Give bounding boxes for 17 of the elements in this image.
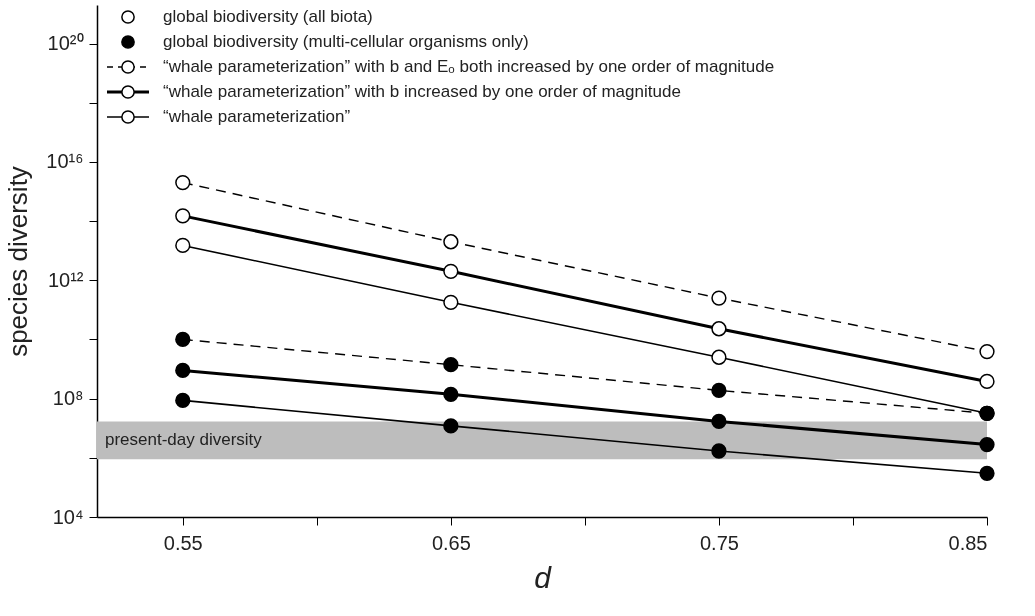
legend-label: “whale parameterization” (163, 107, 351, 126)
annotation: global biodiversity (multi-cellular organisms only) (163, 32, 529, 51)
x-tick-label: 0.85 (948, 531, 988, 554)
y-tick-label: 10²⁰ (47, 32, 84, 54)
x-tick-label: 0.55 (163, 531, 203, 554)
annotation: global biodiversity (all biota) (163, 7, 373, 26)
legend-label: “whale parameterization” with b and Eₒ both increased by one order of magnitude (163, 57, 775, 76)
y-tick-label: 10¹² (47, 268, 84, 291)
y-tick-label: 10¹⁶ (46, 150, 84, 173)
legend-label: “whale parameterization” with b increased by one order of magnitude (163, 82, 681, 101)
x-tick-label: 0.65 (431, 531, 471, 554)
band-label: present-day diversity (105, 430, 263, 450)
y-axis-title: species diversity (3, 166, 34, 357)
x-tick-label: 0.75 (699, 531, 739, 554)
x-axis-title: d (534, 560, 553, 594)
y-tick-label: 10⁴ (52, 505, 84, 528)
y-tick-label: 10⁸ (52, 387, 84, 410)
